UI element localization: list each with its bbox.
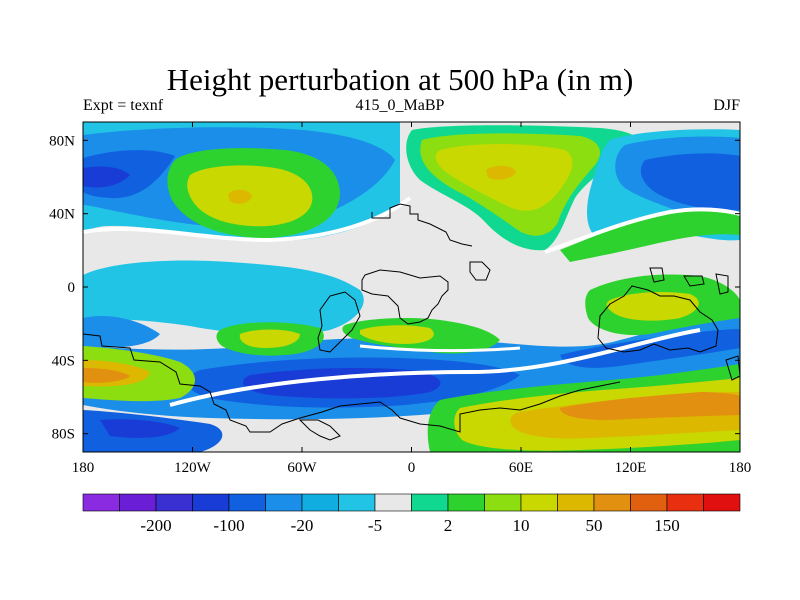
colorbar-swatch [593,493,631,512]
colorbar-swatch [520,493,558,512]
colorbar-swatch [630,493,668,512]
contour-south-pacific-positive-peak [83,368,130,383]
lon-tick-label: 0 [408,460,416,476]
lat-tick-label: 40S [52,353,75,369]
colorbar-swatch [228,493,266,512]
lon-tick-label: 180 [729,460,752,476]
colorbar-label: 2 [444,516,453,535]
coastline-arabia [469,261,491,281]
contour-nh-west-blue-deepest [83,166,130,188]
lat-tick-label: 40N [49,207,75,223]
contour-tropical-pacific-mid [83,315,160,348]
contour-tropical-pacific-cyan [83,260,364,335]
latitude-axis: 80N 40N 0 40S 80S [49,133,740,443]
contour-field [83,122,740,452]
contour-sh-east-negative [560,329,740,368]
colorbar-label: -5 [368,516,382,535]
map-title: Height perturbation at 500 hPa (in m) [166,62,634,97]
coastline-africa [361,269,449,325]
colorbar-swatch [155,493,193,512]
colorbar-swatch [119,493,157,512]
lon-tick-label: 120E [615,460,647,476]
coastline-europe [371,203,473,247]
colorbar-label: -100 [213,516,244,535]
colorbar-swatch [411,493,449,512]
colorbar-label: -200 [140,516,171,535]
colorbar-label: -20 [291,516,314,535]
colorbar-swatch [338,493,376,512]
colorbar-swatch [301,493,339,512]
coastline-antarctica [83,333,621,433]
longitude-axis: 180 120W 60W 0 60E 120E 180 [72,122,752,476]
colorbar-label: 10 [513,516,530,535]
contour-zero-line-4 [359,344,521,353]
season-label: DJF [713,97,740,114]
contour-eurasia-positive-core [486,165,516,180]
lon-tick-label: 180 [72,460,95,476]
colorbar-swatch [447,493,485,512]
contour-east-asia-green [560,211,740,262]
coastline-antarctic-peninsula [298,419,341,441]
colorbar: -200 -100 -20 -5 2 10 50 150 [82,493,741,535]
lat-tick-label: 80S [52,427,75,443]
lon-tick-label: 120W [174,460,212,476]
contour-zero-line-3 [169,328,701,407]
contour-zero-line-2 [544,207,740,254]
contour-south-atlantic-positive-core [360,325,434,344]
colorbar-swatch [82,493,120,512]
lat-tick-label: 80N [49,133,75,149]
colorbar-swatch [484,493,522,512]
coastline-south-america [317,291,361,353]
lon-tick-label: 60W [287,460,317,476]
coastline-new-zealand [725,355,740,381]
colorbar-swatch [192,493,230,512]
colorbar-swatch [557,493,595,512]
contour-south-america-positive-core [239,329,300,348]
lat-tick-label: 0 [68,280,76,296]
coastlines [83,203,740,441]
colorbar-label: 150 [654,516,680,535]
colorbar-swatch [374,493,412,512]
contour-nh-east-blue-deep [640,153,740,211]
coastline-australia [597,285,719,353]
colorbar-swatch [666,493,704,512]
contour-north-america-positive-core [228,189,252,204]
lon-tick-label: 60E [509,460,533,476]
contour-south-indian-positive-peak [560,392,740,420]
colorbar-swatch [265,493,303,512]
experiment-label: Expt = texnf [83,97,164,114]
contour-antarctic-negative-deep [100,419,180,438]
colorbar-swatch [703,493,741,512]
coastline-indonesia [649,267,729,295]
time-period-label: 415_0_MaBP [355,97,445,114]
contour-indian-tropical-positive-core [606,292,699,321]
colorbar-label: 50 [586,516,603,535]
